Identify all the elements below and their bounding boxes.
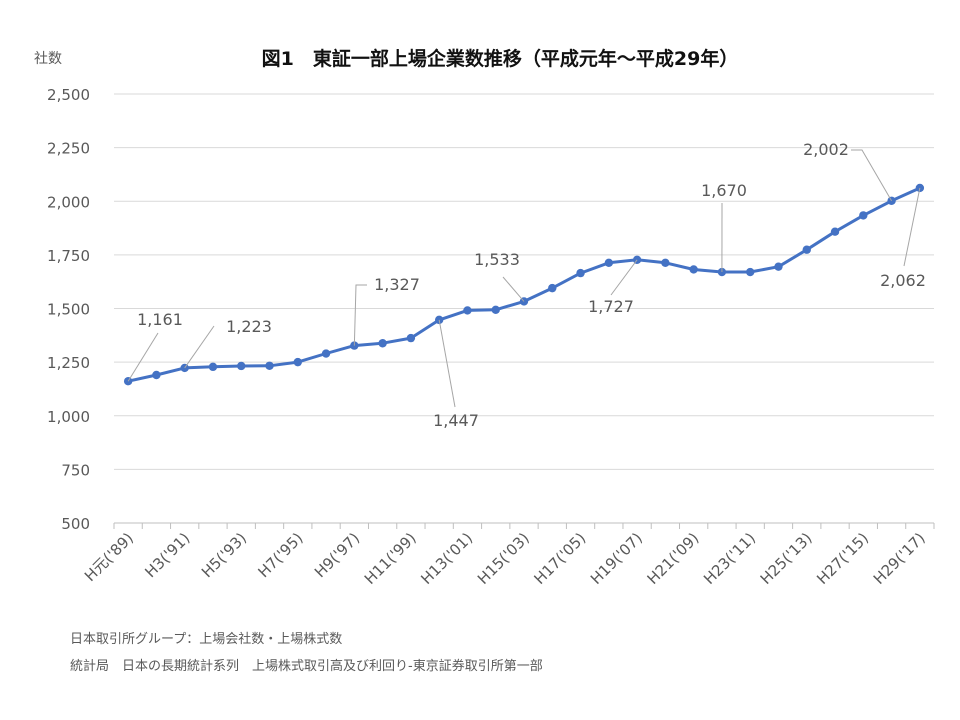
x-tick-label: H3('91): [141, 529, 193, 581]
chart-title: 図1 東証一部上場企業数推移（平成元年～平成29年）: [261, 48, 739, 70]
data-label: 2,002: [803, 140, 849, 159]
annotation-leader: [438, 319, 456, 408]
y-tick-label: 2,000: [47, 193, 90, 211]
data-point: [830, 227, 840, 236]
y-tick-label: 750: [61, 461, 90, 479]
data-point: [774, 262, 783, 271]
data-point: [604, 258, 614, 268]
data-point: [152, 370, 161, 380]
data-point: [265, 361, 274, 370]
data-point: [548, 283, 557, 293]
annotation-leader: [184, 325, 215, 369]
y-tick-label: 2,500: [47, 86, 90, 104]
x-tick-label: H9('97): [311, 529, 363, 581]
data-point: [689, 265, 698, 274]
data-point: [237, 361, 246, 371]
x-tick-label: H15('03): [474, 529, 533, 588]
annotation-leader: [610, 259, 638, 296]
annotation-leader: [502, 276, 525, 302]
data-point: [208, 362, 218, 372]
data-label: 1,727: [588, 297, 634, 316]
data-label: 1,223: [226, 317, 272, 336]
data-point: [491, 305, 500, 314]
annotation-leader: [127, 332, 159, 382]
source-note-2: 統計局 日本の長期統計系列 上場株式取引高及び利回り-東京証券取引所第一部: [70, 659, 543, 674]
x-tick-label: H23('11): [700, 529, 759, 588]
y-tick-label: 500: [61, 515, 90, 533]
y-tick-label: 2,250: [47, 140, 90, 158]
x-tick-label: H27('15): [813, 529, 872, 588]
y-tick-label: 1,750: [47, 247, 90, 265]
data-point: [859, 211, 868, 220]
x-tick-label: H11('99): [361, 529, 420, 588]
x-tick-label: H19('07): [587, 529, 646, 588]
annotation-leader: [851, 149, 893, 202]
data-label: 1,447: [433, 411, 479, 430]
x-tick-label: H29('17): [870, 529, 929, 588]
data-point: [746, 267, 755, 277]
source-note-1: 日本取引所グループ：上場会社数・上場株式数: [70, 632, 343, 647]
y-tick-label: 1,000: [47, 408, 90, 426]
x-tick-label: H25('13): [757, 529, 816, 588]
x-tick-label: H17('05): [530, 529, 589, 588]
data-point: [434, 315, 444, 325]
source-notes: 日本取引所グループ：上場会社数・上場株式数 統計局 日本の長期統計系列 上場株式…: [70, 626, 543, 680]
x-tick-label: H13('01): [417, 529, 476, 588]
series-line: [127, 186, 921, 383]
y-axis-label: 社数: [34, 51, 62, 67]
data-point: [406, 333, 416, 343]
x-tick-label: H21('09): [644, 529, 703, 588]
data-point: [802, 245, 811, 254]
data-point: [576, 268, 585, 278]
data-label: 1,533: [474, 250, 520, 269]
y-tick-label: 1,250: [47, 354, 90, 372]
data-point: [661, 258, 670, 268]
data-point: [463, 306, 472, 315]
data-point: [378, 339, 387, 348]
data-label: 1,327: [374, 275, 420, 294]
annotation-leader: [353, 284, 367, 346]
y-tick-label: 1,500: [47, 301, 90, 319]
x-tick-label: H7('95): [254, 529, 306, 581]
data-label: 1,161: [137, 310, 183, 329]
data-label: 2,062: [880, 271, 926, 290]
x-tick-label: H5('93): [198, 529, 250, 581]
data-point: [293, 357, 302, 367]
data-label: 1,670: [701, 181, 747, 200]
data-point: [321, 349, 331, 358]
x-tick-label: H元('89): [81, 529, 137, 585]
annotation-leader: [903, 187, 921, 267]
